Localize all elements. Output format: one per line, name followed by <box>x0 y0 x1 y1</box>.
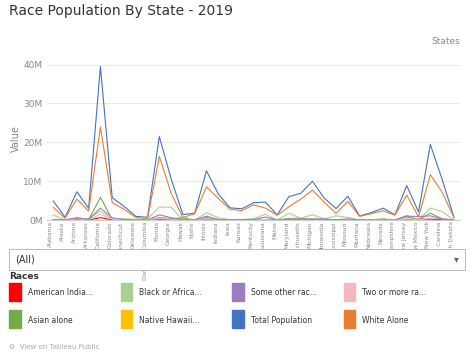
Text: Two or more ra...: Two or more ra... <box>362 288 426 297</box>
Text: ⚙  View on Tableau Public: ⚙ View on Tableau Public <box>9 344 100 350</box>
Bar <box>344 283 356 301</box>
Text: (All): (All) <box>15 254 35 264</box>
Bar <box>121 283 132 301</box>
Text: ▾: ▾ <box>454 254 459 264</box>
Bar <box>232 310 244 328</box>
Text: Some other rac...: Some other rac... <box>251 288 317 297</box>
Text: Native Hawaii...: Native Hawaii... <box>139 316 200 324</box>
Text: Race Population By State - 2019: Race Population By State - 2019 <box>9 4 234 17</box>
Text: American India...: American India... <box>27 288 93 297</box>
Bar <box>9 310 21 328</box>
Y-axis label: Value: Value <box>10 125 20 152</box>
Text: Total Population: Total Population <box>251 316 312 324</box>
Text: Asian alone: Asian alone <box>27 316 73 324</box>
Bar <box>232 283 244 301</box>
Text: White Alone: White Alone <box>362 316 409 324</box>
Bar <box>121 310 132 328</box>
Text: Black or Africa...: Black or Africa... <box>139 288 202 297</box>
Bar <box>9 283 21 301</box>
Text: Races: Races <box>9 272 39 280</box>
Text: States: States <box>431 37 460 46</box>
Bar <box>344 310 356 328</box>
